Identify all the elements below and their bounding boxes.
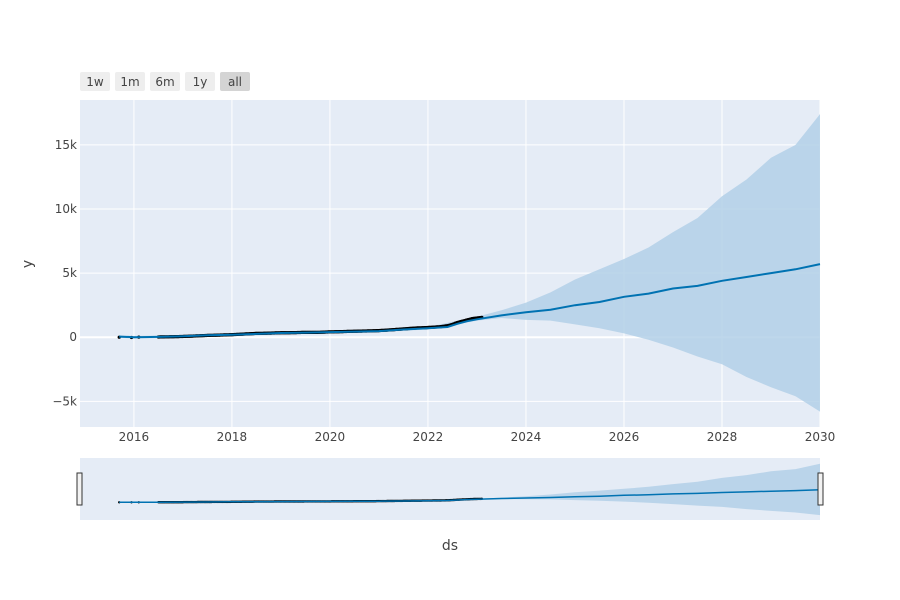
main-plot-area (117, 114, 821, 412)
y-tick-label: 0 (69, 330, 77, 344)
range-button-1m[interactable]: 1m (115, 72, 145, 91)
x-tick-label: 2030 (805, 430, 836, 444)
x-tick-label: 2022 (413, 430, 444, 444)
range-button-bg (220, 72, 250, 91)
range-button-bg (150, 72, 180, 91)
x-tick-label: 2024 (511, 430, 542, 444)
x-tick-label: 2026 (609, 430, 640, 444)
range-button-label: 6m (155, 75, 174, 89)
range-slider-left-handle[interactable] (76, 472, 83, 506)
range-button-label: 1y (193, 75, 208, 89)
range-button-label: 1w (86, 75, 104, 89)
y-tick-label: −5k (52, 394, 77, 408)
x-tick-label: 2028 (707, 430, 738, 444)
y-axis-title: y (20, 260, 36, 268)
x-gridlines (133, 100, 821, 427)
range-button-6m[interactable]: 6m (150, 72, 180, 91)
range-button-label: 1m (120, 75, 139, 89)
y-tick-labels: −5k 0 5k 10k 15k (52, 138, 77, 408)
x-tick-label: 2018 (217, 430, 248, 444)
range-button-1y[interactable]: 1y (185, 72, 215, 91)
range-button-bg (80, 72, 110, 91)
y-tick-label: 10k (55, 202, 77, 216)
range-button-bg (115, 72, 145, 91)
forecast-line (119, 263, 821, 339)
x-tick-labels: 2016 2018 2020 2022 2024 2026 2028 2030 (119, 430, 836, 444)
slider-uncertainty-band (119, 463, 820, 516)
range-button-all[interactable]: all (220, 72, 250, 91)
range-button-1w[interactable]: 1w (80, 72, 110, 91)
y-tick-label: 15k (55, 138, 77, 152)
x-axis-title: ds (442, 538, 458, 554)
range-selector: 1w 1m 6m 1y all (80, 72, 250, 91)
slider-forecast-line (119, 488, 821, 504)
uncertainty-band (119, 114, 820, 412)
range-button-label: all (228, 75, 242, 89)
x-tick-label: 2020 (315, 430, 346, 444)
y-tick-label: 5k (62, 266, 77, 280)
range-slider-right-handle[interactable] (817, 472, 824, 506)
range-slider-plot (118, 463, 821, 516)
x-tick-label: 2016 (119, 430, 150, 444)
range-button-bg (185, 72, 215, 91)
